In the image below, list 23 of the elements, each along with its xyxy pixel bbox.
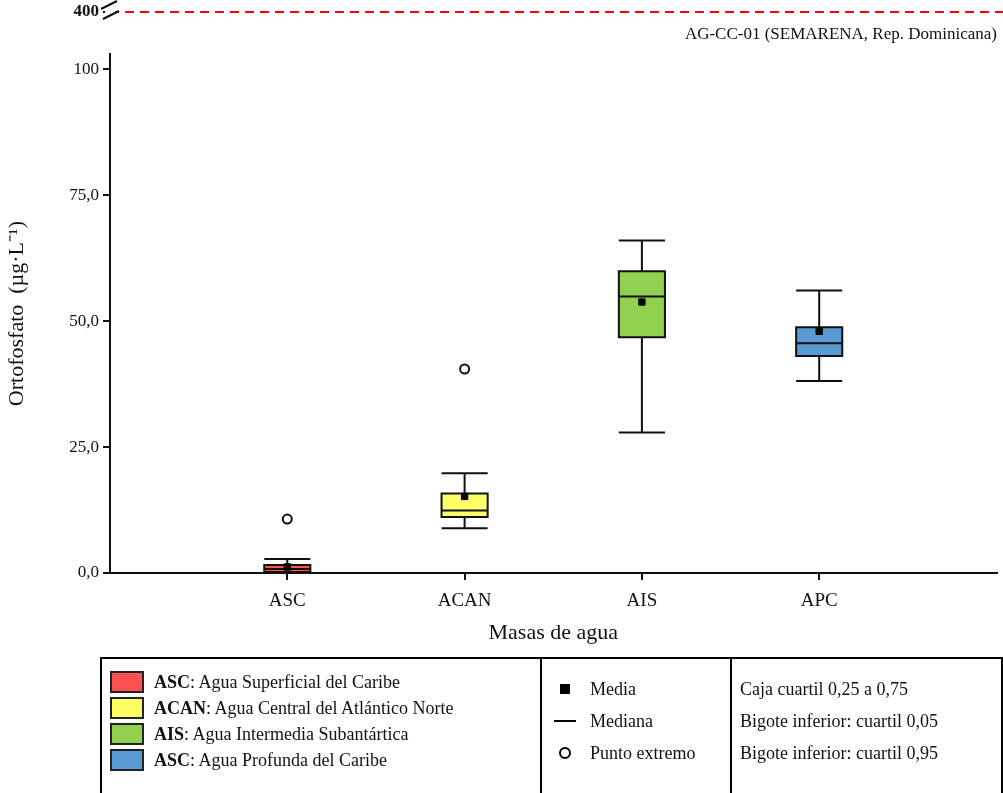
text: Mediana [590,710,653,732]
x-axis-title: Masas de agua [488,618,619,644]
text: ASC: Agua Superficial del Caribe [154,671,400,693]
text: Bigote inferior: cuartil 0,95 [740,742,938,764]
text: Media [590,678,636,700]
y-axis-title: Ortofosfato (µg·L⁻¹) [2,221,28,407]
text: Bigote inferior: cuartil 0,05 [740,710,938,732]
y-tick-label: 50,0 [69,310,99,330]
y-tick-label: 25,0 [69,436,99,456]
text: Caja cuartil 0,25 a 0,75 [740,678,908,700]
y-tick-label: 0,0 [77,562,99,582]
x-tick-label: AIS [626,589,658,611]
text: 400 [73,1,99,21]
y-tick-label: 75,0 [69,184,99,204]
text: Punto extremo [590,742,696,764]
text: ACAN: Agua Central del Atlántico Norte [154,697,454,719]
x-tick-label: ACAN [437,589,492,611]
x-tick-label: ASC [268,589,306,611]
text: ASC: Agua Profunda del Caribe [154,749,387,771]
y-tick-label: 100 [73,58,99,78]
text: AG-CC-01 (SEMARENA, Rep. Dominicana) [684,23,997,43]
x-tick-label: APC [800,589,838,611]
text: AIS: Agua Intermedia Subantártica [154,723,409,745]
